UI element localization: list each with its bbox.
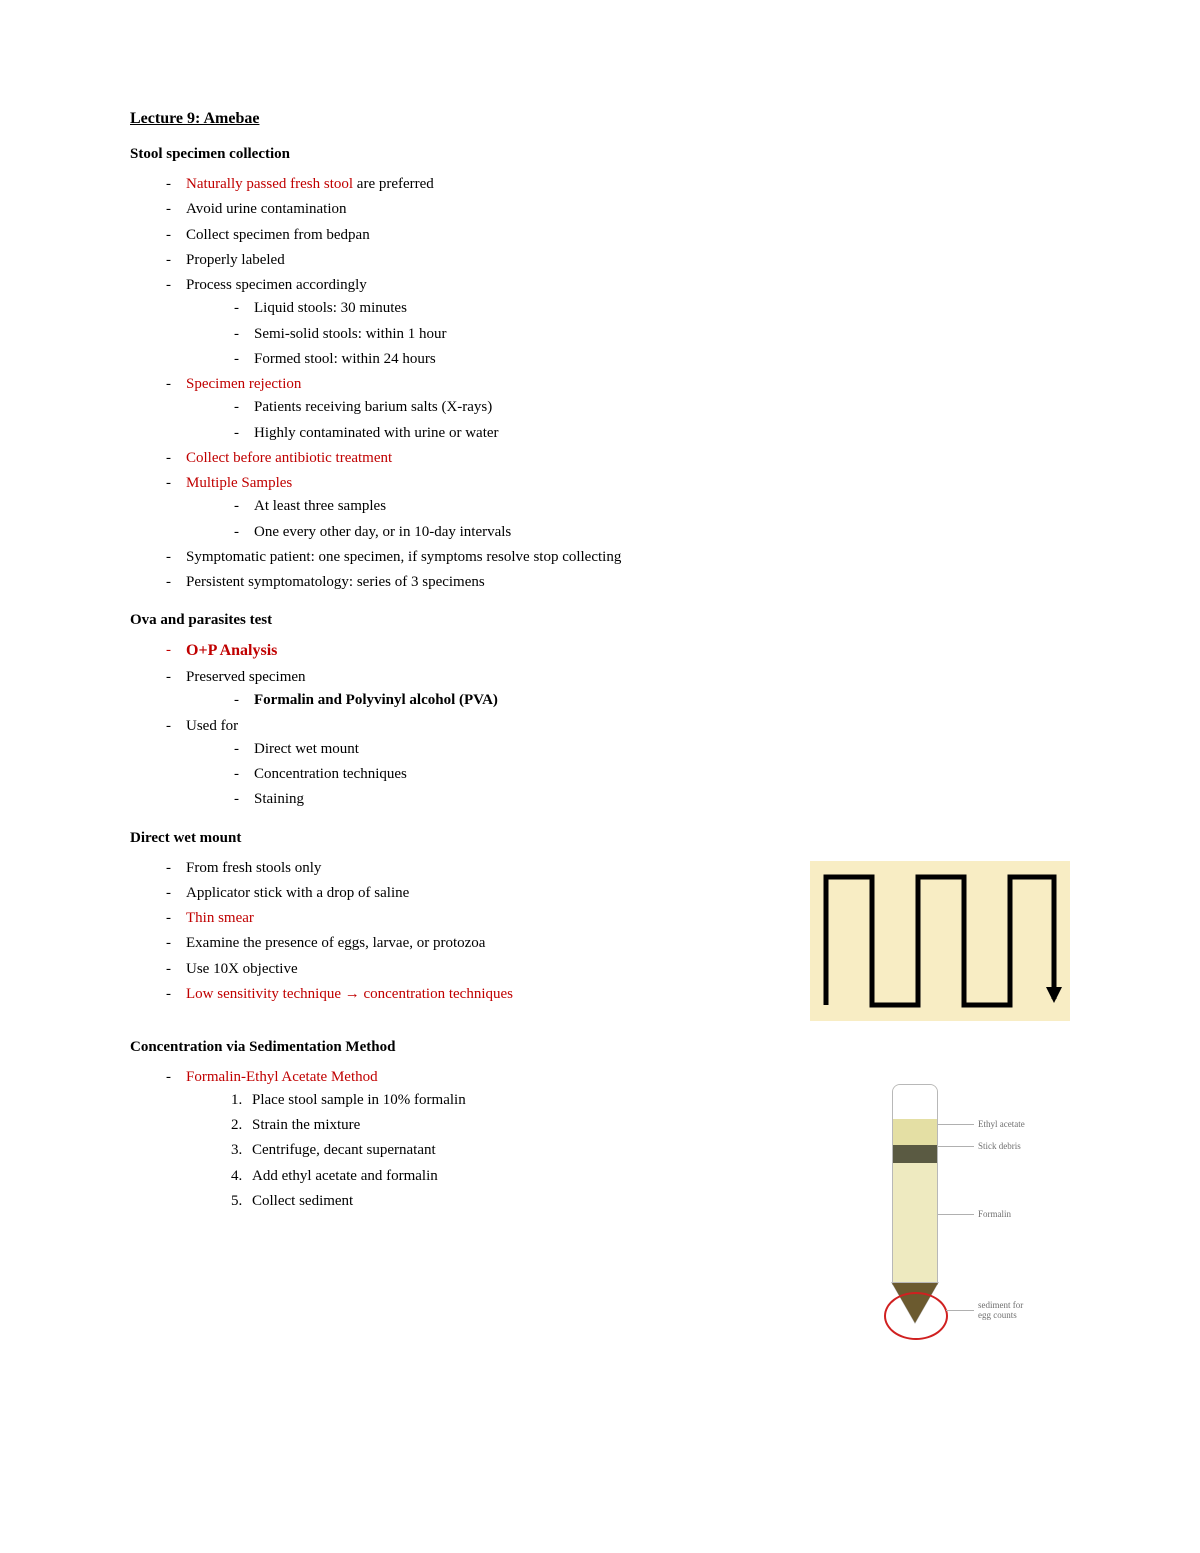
stool-list: Naturally passed fresh stool are preferr… bbox=[130, 173, 1070, 594]
list-item: From fresh stools only bbox=[166, 857, 1070, 880]
step-item: Place stool sample in 10% formalin bbox=[246, 1089, 1070, 1112]
text: are preferred bbox=[353, 176, 434, 192]
text: Preserved specimen bbox=[186, 669, 306, 685]
list-item: Highly contaminated with urine or water bbox=[234, 422, 1070, 445]
highlight-text: Low sensitivity technique → concentratio… bbox=[186, 986, 513, 1002]
list-item: Specimen rejection Patients receiving ba… bbox=[166, 373, 1070, 445]
highlight-text: Naturally passed fresh stool bbox=[186, 176, 353, 192]
list-item: Collect before antibiotic treatment bbox=[166, 447, 1070, 470]
list-item: Naturally passed fresh stool are preferr… bbox=[166, 173, 1070, 196]
list-item: Symptomatic patient: one specimen, if sy… bbox=[166, 546, 1070, 569]
list-item: Collect specimen from bedpan bbox=[166, 224, 1070, 247]
concentration-list: Formalin-Ethyl Acetate Method Place stoo… bbox=[130, 1066, 1070, 1214]
step-item: Add ethyl acetate and formalin bbox=[246, 1165, 1070, 1188]
nested-list: Direct wet mount Concentration technique… bbox=[186, 738, 1070, 812]
list-item: Multiple Samples At least three samples … bbox=[166, 472, 1070, 544]
highlight-text: Formalin-Ethyl Acetate Method bbox=[186, 1069, 378, 1085]
nested-list: Patients receiving barium salts (X-rays)… bbox=[186, 396, 1070, 445]
list-item: Used for Direct wet mount Concentration … bbox=[166, 715, 1070, 812]
section-wetmount-heading: Direct wet mount bbox=[130, 830, 1070, 847]
section-ova-heading: Ova and parasites test bbox=[130, 612, 1070, 629]
list-item: Concentration techniques bbox=[234, 763, 1070, 786]
list-item: Semi-solid stools: within 1 hour bbox=[234, 323, 1070, 346]
list-item: Examine the presence of eggs, larvae, or… bbox=[166, 932, 1070, 955]
list-item: Formalin and Polyvinyl alcohol (PVA) bbox=[234, 689, 1070, 712]
highlight-text: Collect before antibiotic treatment bbox=[186, 450, 392, 466]
op-analysis: O+P Analysis bbox=[186, 642, 277, 659]
list-item: Persistent symptomatology: series of 3 s… bbox=[166, 571, 1070, 594]
list-item: Thin smear bbox=[166, 907, 1070, 930]
list-item: Formalin-Ethyl Acetate Method Place stoo… bbox=[166, 1066, 1070, 1214]
nested-list: Liquid stools: 30 minutes Semi-solid sto… bbox=[186, 297, 1070, 371]
section-stool-heading: Stool specimen collection bbox=[130, 146, 1070, 163]
tube-label-sediment: sediment for egg counts bbox=[978, 1300, 1023, 1320]
highlight-text: Specimen rejection bbox=[186, 376, 301, 392]
section-concentration-heading: Concentration via Sedimentation Method bbox=[130, 1039, 1070, 1056]
list-item: Avoid urine contamination bbox=[166, 198, 1070, 221]
list-item: At least three samples bbox=[234, 495, 1070, 518]
step-item: Collect sediment bbox=[246, 1190, 1070, 1213]
list-item: Patients receiving barium salts (X-rays) bbox=[234, 396, 1070, 419]
list-item: Low sensitivity technique → concentratio… bbox=[166, 983, 1070, 1006]
highlight-text: Multiple Samples bbox=[186, 475, 292, 491]
list-item: Properly labeled bbox=[166, 249, 1070, 272]
highlight-text: Thin smear bbox=[186, 910, 254, 926]
list-item: Staining bbox=[234, 788, 1070, 811]
numbered-steps: Place stool sample in 10% formalin Strai… bbox=[186, 1089, 1070, 1213]
list-item: Formed stool: within 24 hours bbox=[234, 348, 1070, 371]
text: Process specimen accordingly bbox=[186, 277, 367, 293]
list-item: Process specimen accordingly Liquid stoo… bbox=[166, 274, 1070, 371]
step-item: Strain the mixture bbox=[246, 1114, 1070, 1137]
nested-list: Formalin and Polyvinyl alcohol (PVA) bbox=[186, 689, 1070, 712]
ova-list: O+P Analysis Preserved specimen Formalin… bbox=[130, 639, 1070, 811]
list-item: Preserved specimen Formalin and Polyviny… bbox=[166, 666, 1070, 713]
leader-line bbox=[938, 1214, 974, 1215]
list-item: O+P Analysis bbox=[166, 639, 1070, 664]
list-item: Liquid stools: 30 minutes bbox=[234, 297, 1070, 320]
lecture-title: Lecture 9: Amebae bbox=[130, 110, 1070, 128]
list-item: Direct wet mount bbox=[234, 738, 1070, 761]
bold-text: Formalin and Polyvinyl alcohol (PVA) bbox=[254, 692, 498, 708]
list-item: Use 10X objective bbox=[166, 958, 1070, 981]
text: Used for bbox=[186, 718, 238, 734]
leader-line bbox=[946, 1310, 974, 1311]
list-item: One every other day, or in 10-day interv… bbox=[234, 521, 1070, 544]
sediment-circle-icon bbox=[884, 1292, 948, 1340]
step-item: Centrifuge, decant supernatant bbox=[246, 1139, 1070, 1162]
nested-list: At least three samples One every other d… bbox=[186, 495, 1070, 544]
list-item: Applicator stick with a drop of saline bbox=[166, 882, 1070, 905]
